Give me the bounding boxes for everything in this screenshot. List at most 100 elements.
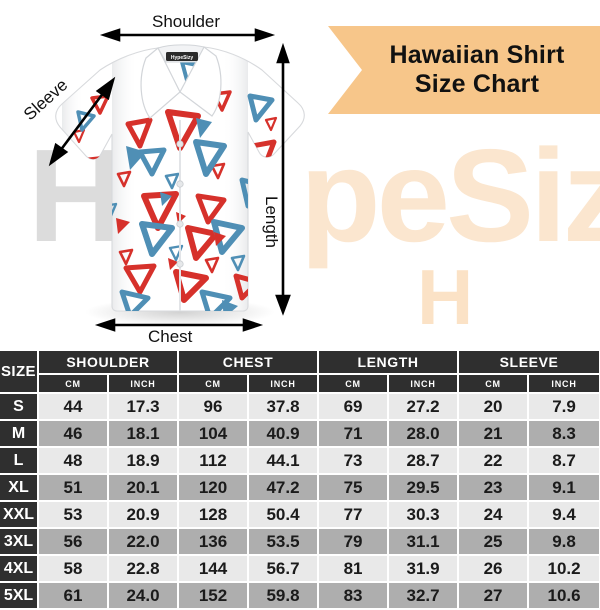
unit-header-sleeve-inch: INCH (528, 374, 600, 394)
unit-header-shoulder-cm: CM (38, 374, 109, 394)
value-cell: 73 (318, 447, 390, 475)
value-cell: 144 (178, 555, 250, 583)
sleeve-arrow-line (55, 87, 109, 156)
value-cell: 61 (38, 582, 109, 610)
size-cell: L (0, 447, 39, 475)
svg-text:HypeSizy: HypeSizy (171, 55, 193, 61)
value-cell: 58 (38, 555, 109, 583)
value-cell: 7.9 (528, 393, 600, 421)
value-cell: 21 (458, 420, 530, 448)
banner-title-line2: Size Chart (414, 70, 540, 98)
dimension-label-chest: Chest (148, 327, 193, 346)
size-cell: M (0, 420, 39, 448)
unit-header-sleeve-cm: CM (458, 374, 530, 394)
value-cell: 81 (318, 555, 390, 583)
title-banner: Hawaiian Shirt Size Chart (328, 26, 600, 114)
value-cell: 29.5 (388, 474, 460, 502)
brand-tag (166, 52, 198, 61)
value-cell: 31.9 (388, 555, 460, 583)
value-cell: 53.5 (248, 528, 320, 556)
value-cell: 22.0 (108, 528, 180, 556)
value-cell: 9.4 (528, 501, 600, 529)
value-cell: 18.9 (108, 447, 180, 475)
value-cell: 8.7 (528, 447, 600, 475)
value-cell: 46 (38, 420, 109, 448)
value-cell: 10.2 (528, 555, 600, 583)
value-cell: 28.7 (388, 447, 460, 475)
value-cell: 71 (318, 420, 390, 448)
table-row: 3XL 56 22.0 136 53.5 79 31.1 25 9.8 (0, 528, 600, 556)
value-cell: 128 (178, 501, 250, 529)
value-cell: 22.8 (108, 555, 180, 583)
size-cell: 3XL (0, 528, 39, 556)
table-row: 5XL 61 24.0 152 59.8 83 32.7 27 10.6 (0, 582, 600, 610)
unit-header-chest-cm: CM (178, 374, 250, 394)
value-cell: 9.8 (528, 528, 600, 556)
banner-title-line1: Hawaiian Shirt (389, 40, 565, 69)
value-cell: 37.8 (248, 393, 320, 421)
value-cell: 59.8 (248, 582, 320, 610)
table-unit-header-row: CM INCH CM INCH CM INCH CM INCH (0, 374, 600, 394)
value-cell: 120 (178, 474, 250, 502)
value-cell: 77 (318, 501, 390, 529)
size-cell: XL (0, 474, 39, 502)
unit-header-chest-inch: INCH (248, 374, 320, 394)
value-cell: 96 (178, 393, 250, 421)
value-cell: 27 (458, 582, 530, 610)
watermark-text-peach: peSizy (300, 122, 600, 269)
column-header-size: SIZE (0, 351, 39, 394)
value-cell: 22 (458, 447, 530, 475)
value-cell: 20 (458, 393, 530, 421)
unit-header-length-cm: CM (318, 374, 390, 394)
value-cell: 31.1 (388, 528, 460, 556)
table-group-header-row: SIZE SHOULDER CHEST LENGTH SLEEVE (0, 351, 600, 394)
table-row: 4XL 58 22.8 144 56.7 81 31.9 26 10.2 (0, 555, 600, 583)
value-cell: 152 (178, 582, 250, 610)
table-row: S 44 17.3 96 37.8 69 27.2 20 7.9 (0, 393, 600, 421)
watermark-badge-letter: H (417, 253, 474, 341)
dimension-label-shoulder: Shoulder (152, 12, 221, 31)
value-cell: 56 (38, 528, 109, 556)
value-cell: 24.0 (108, 582, 180, 610)
column-group-length: LENGTH (318, 351, 460, 375)
column-group-chest: CHEST (178, 351, 320, 375)
value-cell: 53 (38, 501, 109, 529)
table-row: M 46 18.1 104 40.9 71 28.0 21 8.3 (0, 420, 600, 448)
size-cell: S (0, 393, 39, 421)
value-cell: 27.2 (388, 393, 460, 421)
shirt-illustration: HypeSizy Shoulder Chest Length Sleeve (0, 0, 330, 346)
size-cell: XXL (0, 501, 39, 529)
value-cell: 79 (318, 528, 390, 556)
value-cell: 104 (178, 420, 250, 448)
value-cell: 56.7 (248, 555, 320, 583)
value-cell: 28.0 (388, 420, 460, 448)
unit-header-shoulder-inch: INCH (108, 374, 180, 394)
value-cell: 8.3 (528, 420, 600, 448)
column-group-sleeve: SLEEVE (458, 351, 600, 375)
table-row: XXL 53 20.9 128 50.4 77 30.3 24 9.4 (0, 501, 600, 529)
value-cell: 10.6 (528, 582, 600, 610)
value-cell: 32.7 (388, 582, 460, 610)
size-cell: 5XL (0, 582, 39, 610)
value-cell: 25 (458, 528, 530, 556)
table-row: XL 51 20.1 120 47.2 75 29.5 23 9.1 (0, 474, 600, 502)
value-cell: 48 (38, 447, 109, 475)
value-cell: 69 (318, 393, 390, 421)
value-cell: 50.4 (248, 501, 320, 529)
value-cell: 26 (458, 555, 530, 583)
value-cell: 30.3 (388, 501, 460, 529)
value-cell: 40.9 (248, 420, 320, 448)
value-cell: 51 (38, 474, 109, 502)
table-row: L 48 18.9 112 44.1 73 28.7 22 8.7 (0, 447, 600, 475)
dimension-label-length: Length (262, 196, 281, 248)
value-cell: 24 (458, 501, 530, 529)
value-cell: 20.1 (108, 474, 180, 502)
value-cell: 75 (318, 474, 390, 502)
value-cell: 47.2 (248, 474, 320, 502)
shirt-graphic: HypeSizy (48, 28, 305, 332)
value-cell: 9.1 (528, 474, 600, 502)
size-cell: 4XL (0, 555, 39, 583)
value-cell: 17.3 (108, 393, 180, 421)
value-cell: 44.1 (248, 447, 320, 475)
value-cell: 23 (458, 474, 530, 502)
